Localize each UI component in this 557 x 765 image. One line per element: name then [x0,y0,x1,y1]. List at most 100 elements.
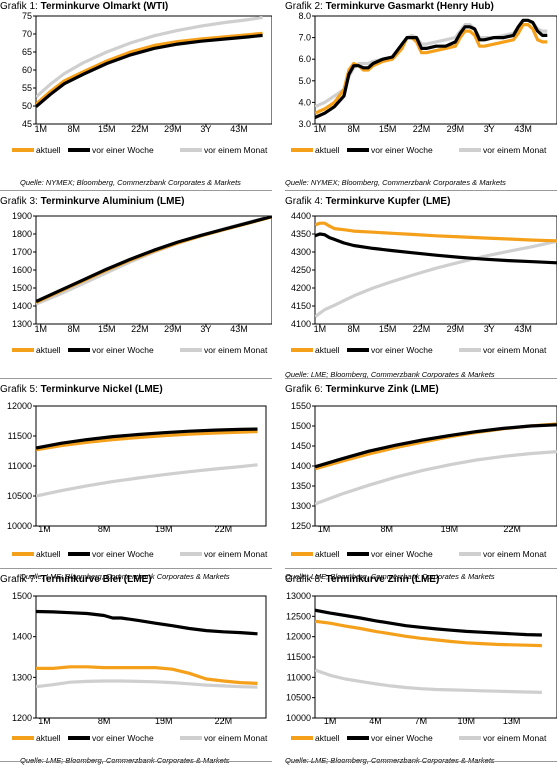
x-tick-label: 15M [441,524,459,534]
x-tick-label: 15M [379,124,397,134]
series-line-vor-einer-woche [315,425,557,467]
x-tick-label: 29M [447,124,465,134]
x-tick-label: 22M [215,524,233,534]
x-tick-label: 22M [503,524,521,534]
legend-label-vor-einer-woche: vor einer Woche [92,345,154,355]
series-line-vor-einem-monat [36,216,272,304]
chart-svg: 12501300135014001450150015501M 8M 15M 22Mak… [285,380,557,562]
y-tick-label: 1400 [12,632,32,642]
y-tick-label: 1600 [12,265,32,275]
y-tick-label: 12500 [286,611,311,621]
y-tick-label: 50 [22,101,32,111]
legend-label-vor-einem-monat: vor einem Monat [483,733,547,743]
y-tick-label: 13000 [286,591,311,601]
y-tick-label: 4.0 [298,97,311,107]
plot-frame [36,216,272,324]
x-tick-label: 22M [131,124,149,134]
x-tick-label: 29M [447,324,465,334]
x-tick-label: 29M [164,324,182,334]
chart-panel-1: Grafik 1: Terminkurve Olmarkt (WTI) 45 50 5… [0,0,272,192]
y-tick-label: 4400 [291,211,311,221]
legend-label-vor-einem-monat: vor einem Monat [204,345,268,355]
y-tick-label: 4100 [291,319,311,329]
panel-divider [0,568,272,569]
legend-label-aktuell: aktuell [315,145,340,155]
y-tick-label: 11500 [8,431,32,441]
y-tick-label: 1400 [291,461,311,471]
y-tick-label: 11500 [287,652,311,662]
y-tick-label: 1400 [12,301,32,311]
legend-label-vor-einem-monat: vor einem Monat [483,549,547,559]
x-tick-label: 22M [215,716,233,726]
chart-svg: 100001050011000115001200012500130001M 4M 7… [285,570,557,755]
chart-panel-3: Grafik 3: Terminkurve Aluminium (LME) 130… [0,192,272,380]
chart-svg: 1300 1400 1500 1600 1700 1800 1900 1M 8M 15M 22M 29… [0,192,272,372]
x-tick-label: 22M [413,124,431,134]
legend-label-aktuell: aktuell [36,733,61,743]
x-tick-label: 8M [98,524,111,534]
y-tick-label: 70 [22,29,32,39]
legend-label-aktuell: aktuell [315,549,340,559]
series-line-vor-einem-monat [36,465,258,496]
y-tick-label: 8.0 [298,11,311,21]
y-tick-label: 1200 [12,713,32,723]
chart-panel-2: Grafik 2: Terminkurve Gasmarkt (Henry Hu… [285,0,557,192]
y-tick-label: 10000 [286,713,311,723]
panel-divider [285,190,557,191]
series-line-vor-einem-monat [315,241,557,317]
legend-label-aktuell: aktuell [315,733,340,743]
y-tick-label: 4350 [291,229,311,239]
y-tick-label: 12000 [286,632,311,642]
x-tick-label: 3Y [200,324,211,334]
y-tick-label: 4200 [291,283,311,293]
legend-label-aktuell: aktuell [315,345,340,355]
legend-label-vor-einer-woche: vor einer Woche [371,733,433,743]
y-tick-label: 1700 [12,247,32,257]
y-tick-label: 11000 [8,461,32,471]
chart-panel-5: Grafik 5: Terminkurve Nickel (LME) 10000 1… [0,380,272,570]
x-tick-label: 8M [68,124,81,134]
y-tick-label: 6.0 [298,54,311,64]
y-tick-label: 1450 [291,441,311,451]
x-tick-label: 15M [155,524,173,534]
y-tick-label: 65 [22,47,32,57]
y-tick-label: 7.0 [298,33,311,43]
y-tick-label: 60 [22,65,32,75]
chart-svg: 10000 10500 11000 11500 12000 1M 8M 15M 22M aktue… [0,380,272,562]
x-tick-label: 1M [314,324,327,334]
x-tick-label: 1M [318,524,331,534]
legend-label-vor-einer-woche: vor einer Woche [371,549,433,559]
x-tick-label: 43M [230,324,248,334]
legend-label-vor-einem-monat: vor einem Monat [483,145,547,155]
x-tick-label: 1M [34,324,47,334]
chart-panel-7: Grafik 7: Terminkurve Blei (LME) 1200 1300… [0,570,272,763]
x-tick-label: 22M [131,324,149,334]
chart-source: Quelle: NYMEX; Bloomberg, Commerzbank Co… [20,178,241,187]
x-tick-label: 22M [413,324,431,334]
series-line-vor-einem-monat [315,20,547,106]
y-tick-label: 4150 [291,301,311,311]
legend-label-vor-einem-monat: vor einem Monat [483,345,547,355]
y-tick-label: 4250 [291,265,311,275]
y-tick-label: 1900 [12,211,32,221]
y-tick-label: 5.0 [298,76,311,86]
x-tick-label: 1M [38,716,51,726]
chart-svg: 455055606570751M 8M 15M 22M 29M 3Y 43Maktuell v… [0,0,272,184]
y-tick-label: 1350 [291,481,311,491]
y-tick-label: 75 [22,11,32,21]
y-tick-label: 10000 [7,521,32,531]
y-tick-label: 1300 [12,319,32,329]
panel-divider [285,378,557,379]
x-tick-label: 15M [98,324,116,334]
x-tick-label: 43M [230,124,248,134]
chart-panel-8: Grafik 8: Terminkurve Zinn (LME) 10000 105… [285,570,557,763]
legend-label-vor-einem-monat: vor einem Monat [204,549,268,559]
y-tick-label: 1300 [291,501,311,511]
x-tick-label: 1M [38,524,51,534]
legend-label-vor-einer-woche: vor einer Woche [92,733,154,743]
y-tick-label: 11000 [287,672,311,682]
y-tick-label: 1250 [291,521,311,531]
x-tick-label: 15M [98,124,116,134]
x-tick-label: 15M [155,716,173,726]
x-tick-label: 8M [347,124,360,134]
